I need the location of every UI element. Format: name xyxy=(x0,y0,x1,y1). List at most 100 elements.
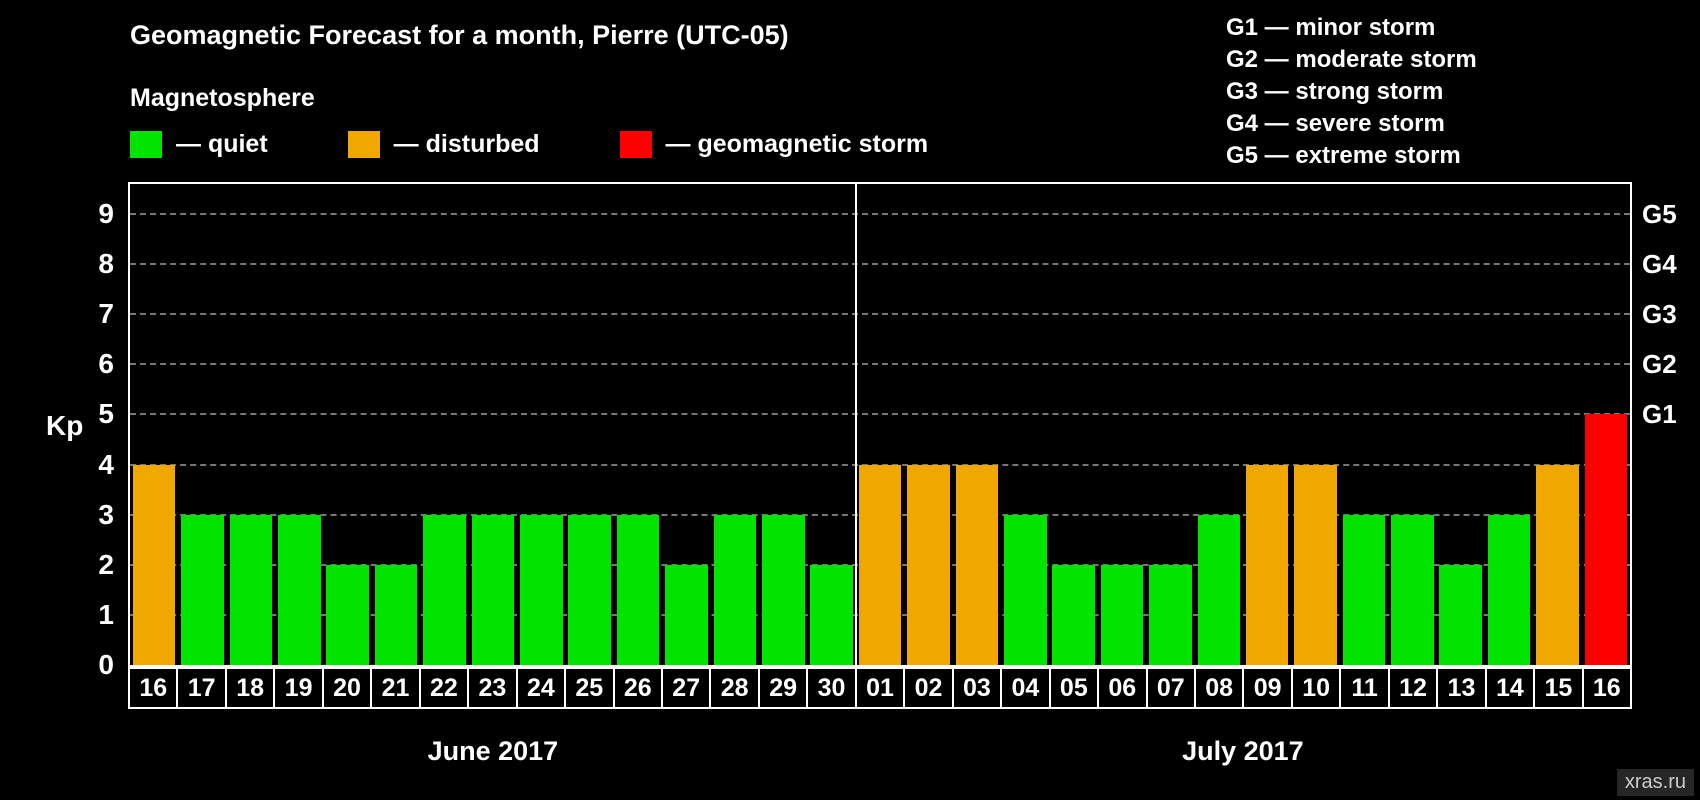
bar-column xyxy=(953,184,1001,665)
bar-column xyxy=(469,184,517,665)
day-label: 26 xyxy=(612,667,663,709)
day-label: 09 xyxy=(1242,667,1293,709)
day-label: 29 xyxy=(757,667,809,709)
bar-column xyxy=(662,184,710,665)
month-label-july: July 2017 xyxy=(1182,736,1304,766)
bar-column xyxy=(1195,184,1243,665)
disturbed-color-swatch xyxy=(347,131,380,158)
day-label: 15 xyxy=(1533,667,1584,709)
kp-bar-june-17 xyxy=(181,514,224,665)
day-label: 25 xyxy=(564,667,615,709)
day-label: 06 xyxy=(1097,667,1148,709)
kp-bar-july-07 xyxy=(1149,564,1192,665)
legend-label-quiet: — quiet xyxy=(176,130,268,158)
y-axis-tick-label: 7 xyxy=(98,298,114,330)
day-label: 24 xyxy=(515,667,567,709)
magnetosphere-legend: — quiet — disturbed — geomagnetic storm xyxy=(130,130,1008,159)
legend-label-disturbed: — disturbed xyxy=(393,130,540,158)
legend-label-storm: — geomagnetic storm xyxy=(665,130,929,158)
kp-bar-july-01 xyxy=(858,464,902,665)
kp-bar-june-16 xyxy=(132,464,176,665)
y-axis-tick-label: 0 xyxy=(98,649,114,680)
day-label: 12 xyxy=(1387,667,1439,709)
gridline-kp-9 xyxy=(130,213,1630,216)
x-axis-day-labels: 16 17 18 19 20 21 22 23 24 25 26 27 28 29 30 01 02 03 04 05… xyxy=(128,667,1633,709)
bar-column xyxy=(904,184,952,665)
kp-bar-july-04 xyxy=(1003,514,1047,665)
right-axis-label-g2: G2 xyxy=(1642,349,1677,380)
bar-column xyxy=(1533,184,1581,665)
watermark: xras.ru xyxy=(1616,769,1694,796)
y-axis-tick-label: 6 xyxy=(98,348,114,380)
bar-column xyxy=(1243,184,1291,665)
day-label: 22 xyxy=(418,667,470,709)
kp-bar-june-26 xyxy=(616,514,660,665)
gridline-kp-8 xyxy=(130,263,1630,266)
legend-item-quiet: — quiet xyxy=(130,130,268,159)
bar-column xyxy=(1485,184,1533,665)
storm-scale-entry-g3: G3 — strong storm xyxy=(1226,78,1444,105)
bar-column xyxy=(178,184,226,665)
bar-column xyxy=(420,184,468,665)
bar-column xyxy=(1049,184,1097,665)
kp-bar-july-03 xyxy=(955,464,999,665)
day-label: 27 xyxy=(660,667,712,709)
kp-bar-july-02 xyxy=(907,464,950,665)
day-label: 16 xyxy=(128,667,179,709)
kp-bar-june-18 xyxy=(229,514,273,665)
day-label: 05 xyxy=(1048,667,1100,709)
day-label: 08 xyxy=(1193,667,1245,709)
bar-column xyxy=(1437,184,1485,665)
day-label: 18 xyxy=(224,667,276,709)
bar-column xyxy=(324,184,372,665)
day-label: 11 xyxy=(1339,667,1390,709)
y-axis-title: Kp xyxy=(46,410,84,441)
y-axis-tick-label: 4 xyxy=(98,448,114,480)
day-label: 07 xyxy=(1145,667,1196,709)
kp-bar-june-19 xyxy=(278,514,321,665)
storm-color-swatch xyxy=(619,131,652,158)
quiet-color-swatch xyxy=(130,131,162,158)
kp-bar-june-22 xyxy=(423,514,466,665)
kp-bar-june-25 xyxy=(568,514,611,665)
bar-column xyxy=(517,184,565,665)
month-separator-line xyxy=(854,184,857,665)
bar-column xyxy=(759,184,807,665)
bar-column xyxy=(372,184,420,665)
y-axis-tick-label: 2 xyxy=(98,548,114,580)
kp-bar-june-24 xyxy=(520,514,563,665)
legend-heading: Magnetosphere xyxy=(130,84,315,112)
storm-scale-entry-g1: G1 — minor storm xyxy=(1226,14,1436,41)
bar-column xyxy=(1340,184,1388,665)
kp-bar-july-08 xyxy=(1197,514,1241,665)
day-label: 20 xyxy=(321,667,373,709)
storm-scale-entry-g5: G5 — extreme storm xyxy=(1226,142,1461,169)
kp-bar-july-10 xyxy=(1294,464,1337,665)
legend-item-disturbed: — disturbed xyxy=(347,130,540,159)
plot-area xyxy=(128,182,1632,667)
y-axis-tick-label: 1 xyxy=(98,598,114,630)
bar-column xyxy=(1291,184,1339,665)
bar-column xyxy=(1098,184,1146,665)
y-axis-tick-label: 3 xyxy=(98,498,114,530)
kp-bar-july-16 xyxy=(1584,414,1628,665)
right-axis-label-g3: G3 xyxy=(1642,299,1677,330)
bar-column xyxy=(566,184,614,665)
day-label: 23 xyxy=(467,667,518,709)
bar-column xyxy=(1388,184,1436,665)
bar-column xyxy=(614,184,662,665)
chart-title: Geomagnetic Forecast for a month, Pierre… xyxy=(130,20,789,50)
y-axis-tick-label: 5 xyxy=(98,398,114,430)
kp-bar-july-13 xyxy=(1439,564,1483,665)
storm-scale-entry-g2: G2 — moderate storm xyxy=(1226,46,1477,73)
kp-bar-june-28 xyxy=(713,514,757,665)
bar-column xyxy=(711,184,759,665)
kp-bar-june-29 xyxy=(761,514,805,665)
month-label-june: June 2017 xyxy=(427,736,559,766)
kp-bar-july-11 xyxy=(1342,514,1386,665)
day-label: 28 xyxy=(709,667,760,709)
kp-bar-july-05 xyxy=(1052,564,1095,665)
day-label: 14 xyxy=(1484,667,1536,709)
gridline-kp-7 xyxy=(130,313,1630,316)
kp-bar-july-14 xyxy=(1487,514,1531,665)
